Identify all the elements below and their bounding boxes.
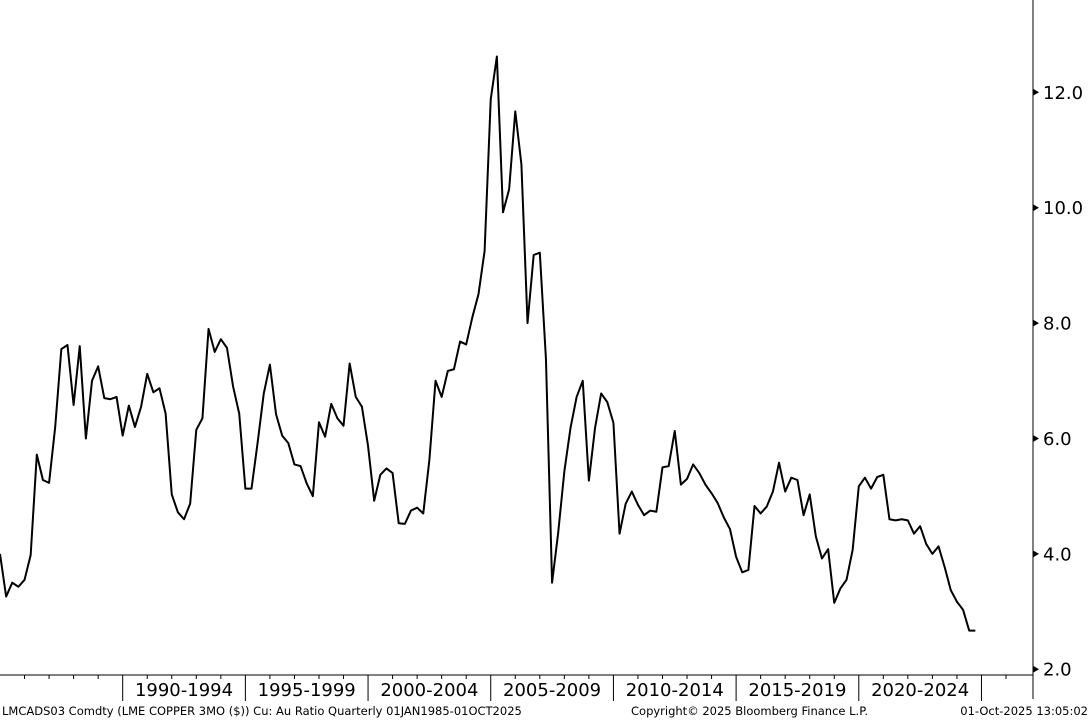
y-tick-label: 6.0 — [1043, 429, 1072, 450]
y-tick-mark — [1033, 88, 1039, 96]
x-tick-label: 2015-2019 — [748, 680, 846, 701]
y-tick-mark — [1033, 665, 1039, 673]
x-tick-label: 1990-1994 — [135, 680, 233, 701]
plot-area — [0, 55, 976, 632]
y-tick-mark — [1033, 204, 1039, 212]
x-tick-label: 2000-2004 — [380, 680, 478, 701]
footer-ticker: LMCADS03 Comdty (LME COPPER 3MO ($)) Cu:… — [2, 704, 522, 718]
series-line — [0, 55, 976, 632]
y-axis: 2.0 4.0 6.0 8.0 10.0 12.0 — [1032, 0, 1083, 699]
y-tick-label: 10.0 — [1043, 198, 1083, 219]
y-tick-label: 8.0 — [1043, 314, 1072, 335]
y-tick-label: 12.0 — [1043, 83, 1083, 104]
footer-copyright: Copyright© 2025 Bloomberg Finance L.P. — [631, 704, 868, 718]
x-tick-label: 2005-2009 — [503, 680, 601, 701]
x-tick-label: 2010-2014 — [626, 680, 724, 701]
x-tick-label: 2020-2024 — [871, 680, 969, 701]
y-tick-mark — [1033, 434, 1039, 442]
y-tick-mark — [1033, 319, 1039, 327]
x-tick-label: 1995-1999 — [258, 680, 356, 701]
footer-timestamp: 01-Oct-2025 13:05:02 — [960, 704, 1088, 718]
y-tick-label: 2.0 — [1043, 660, 1072, 681]
y-tick-mark — [1033, 550, 1039, 558]
y-tick-label: 4.0 — [1043, 544, 1072, 565]
x-axis: 1990-1994 1995-1999 2000-2004 2005-2009 2010… — [0, 674, 1033, 701]
